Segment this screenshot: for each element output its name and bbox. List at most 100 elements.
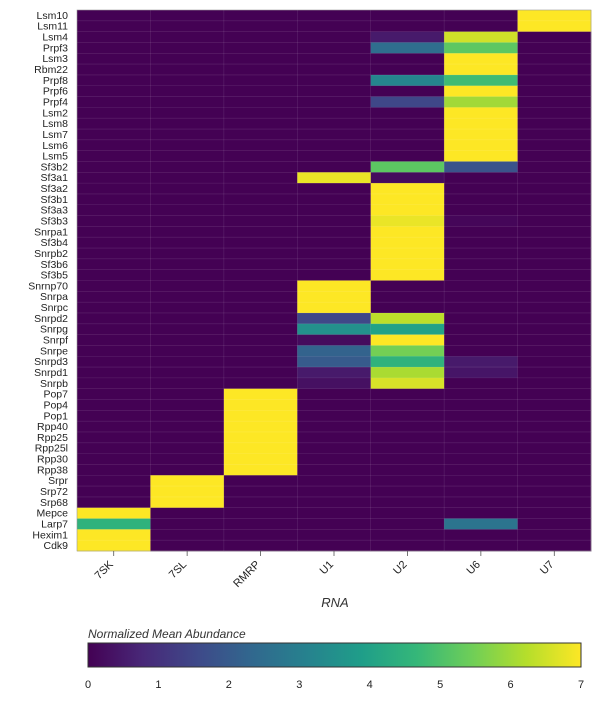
heatmap-cell bbox=[297, 172, 372, 184]
heatmap-cell bbox=[517, 161, 592, 173]
heatmap-cell bbox=[370, 540, 445, 552]
x-tick-label: U6 bbox=[465, 559, 483, 577]
heatmap-cell bbox=[150, 53, 225, 65]
heatmap-cell bbox=[223, 507, 298, 519]
heatmap-cell bbox=[150, 248, 225, 260]
heatmap-cell bbox=[77, 367, 151, 379]
y-tick-label: Srp72 bbox=[40, 486, 68, 498]
heatmap-cell bbox=[223, 356, 298, 368]
y-tick-label: Snrpa bbox=[40, 291, 68, 303]
heatmap-cell bbox=[77, 74, 151, 87]
heatmap-cell bbox=[370, 161, 445, 173]
heatmap-cell bbox=[370, 64, 445, 76]
heatmap-cell bbox=[444, 74, 518, 87]
heatmap-cell bbox=[517, 129, 592, 141]
y-tick-label: Snrpa1 bbox=[34, 226, 68, 238]
heatmap-cell bbox=[297, 475, 372, 487]
heatmap-cell bbox=[517, 345, 592, 357]
heatmap-cell bbox=[517, 475, 592, 487]
heatmap-cell bbox=[297, 204, 372, 216]
heatmap-cell bbox=[77, 269, 151, 281]
heatmap-cell bbox=[370, 118, 445, 130]
heatmap-cell bbox=[150, 204, 225, 216]
y-tick-label: Snrpg bbox=[40, 324, 68, 336]
heatmap-cell bbox=[297, 421, 372, 433]
heatmap-cell bbox=[297, 302, 372, 314]
colorbar-tick-labels: 0 1 2 3 4 5 6 7 bbox=[85, 679, 584, 691]
heatmap-cell bbox=[297, 85, 372, 97]
heatmap-cell bbox=[517, 464, 592, 476]
heatmap-cell bbox=[150, 312, 225, 325]
heatmap-cell bbox=[223, 258, 298, 271]
heatmap-cell bbox=[444, 312, 518, 325]
heatmap-cell bbox=[517, 183, 592, 195]
heatmap-cell bbox=[444, 129, 518, 141]
heatmap-cell bbox=[77, 226, 151, 238]
y-tick-label: Snrpd1 bbox=[34, 367, 68, 379]
x-tick-label: RMRP bbox=[231, 559, 262, 590]
heatmap-cell bbox=[517, 64, 592, 76]
heatmap-cell bbox=[150, 31, 225, 43]
heatmap-cell bbox=[150, 107, 225, 119]
heatmap-cell bbox=[370, 139, 445, 152]
heatmap-cell bbox=[150, 431, 225, 444]
heatmap-cell bbox=[150, 118, 225, 130]
heatmap-cell bbox=[77, 85, 151, 97]
y-tick-label: Pop1 bbox=[43, 410, 68, 422]
heatmap-cell bbox=[150, 367, 225, 379]
heatmap-cell bbox=[297, 64, 372, 76]
y-tick-label: Prpf6 bbox=[43, 86, 68, 98]
heatmap-cell bbox=[77, 486, 151, 498]
heatmap-cell bbox=[444, 20, 518, 33]
y-tick-label: Snrpb2 bbox=[34, 248, 68, 260]
heatmap-cell bbox=[223, 464, 298, 476]
y-tick-label: Srp68 bbox=[40, 497, 68, 509]
heatmap-cell bbox=[150, 85, 225, 97]
y-tick-label: Sf3a1 bbox=[41, 172, 69, 184]
heatmap-cell bbox=[77, 172, 151, 184]
heatmap-cell bbox=[444, 193, 518, 206]
heatmap-cell bbox=[370, 302, 445, 314]
heatmap-cell bbox=[223, 42, 298, 54]
heatmap-cell bbox=[370, 431, 445, 444]
heatmap-cell bbox=[77, 302, 151, 314]
heatmap-cell bbox=[297, 377, 372, 390]
heatmap-cell bbox=[297, 367, 372, 379]
heatmap-cell bbox=[370, 529, 445, 541]
heatmap-cell bbox=[223, 215, 298, 227]
heatmap-cell bbox=[150, 486, 225, 498]
heatmap-cell bbox=[150, 496, 225, 509]
heatmap-cell bbox=[517, 258, 592, 271]
heatmap-cell bbox=[77, 204, 151, 216]
heatmap-cell bbox=[297, 118, 372, 130]
heatmap-cell bbox=[150, 193, 225, 206]
heatmap-cell bbox=[517, 356, 592, 368]
heatmap-cell bbox=[444, 42, 518, 54]
heatmap-cell bbox=[223, 453, 298, 465]
x-tick-label: 7SK bbox=[93, 558, 117, 582]
heatmap-cell bbox=[77, 161, 151, 173]
heatmap-cell bbox=[297, 388, 372, 400]
heatmap-cell bbox=[223, 367, 298, 379]
heatmap-cell bbox=[77, 312, 151, 325]
heatmap-cell bbox=[297, 410, 372, 422]
heatmap-cell bbox=[297, 31, 372, 43]
y-tick-label: Sf3b1 bbox=[41, 194, 69, 206]
heatmap-cell bbox=[444, 464, 518, 476]
heatmap-cell bbox=[444, 107, 518, 119]
heatmap-cell bbox=[444, 334, 518, 346]
y-tick-label: Lsm10 bbox=[36, 10, 68, 22]
heatmap-cell bbox=[444, 118, 518, 130]
heatmap-cell bbox=[517, 453, 592, 465]
heatmap-cell bbox=[297, 20, 372, 33]
heatmap-cell bbox=[223, 31, 298, 43]
x-tick-label: 7SL bbox=[167, 559, 189, 581]
heatmap-cell bbox=[370, 20, 445, 33]
heatmap-cell bbox=[370, 475, 445, 487]
heatmap-cell bbox=[77, 529, 151, 541]
heatmap-cell bbox=[517, 442, 592, 455]
heatmap-cell bbox=[517, 237, 592, 249]
heatmap-cell bbox=[223, 399, 298, 411]
heatmap-cell bbox=[297, 269, 372, 281]
y-tick-label: Lsm4 bbox=[42, 32, 68, 44]
